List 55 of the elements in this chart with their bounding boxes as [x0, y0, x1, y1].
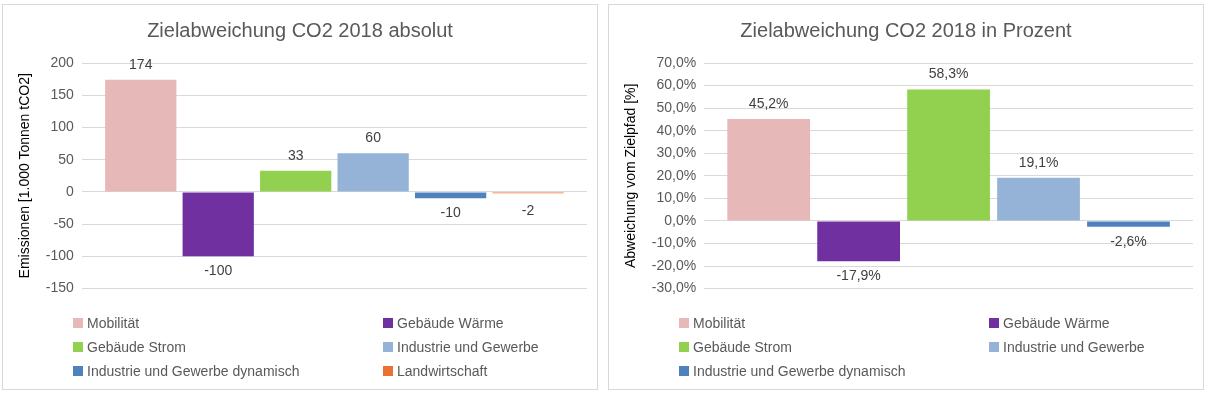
y-tick-label: 150 — [50, 86, 75, 103]
bar — [105, 79, 177, 192]
legend-label: Industrie und Gewerbe — [397, 339, 539, 355]
legend-label: Industrie und Gewerbe — [1003, 339, 1145, 355]
bar — [727, 118, 811, 221]
legend-label: Gebäude Strom — [693, 339, 792, 355]
y-tick-label: 10,0% — [656, 189, 697, 206]
y-tick-label: 60,0% — [656, 76, 697, 93]
data-label: 58,3% — [928, 65, 969, 82]
y-tick-label: 100 — [50, 118, 75, 135]
y-tick-label: -50 — [53, 215, 75, 231]
y-tick-label: 40,0% — [656, 121, 697, 138]
y-tick-label: -20,0% — [651, 256, 697, 273]
y-tick-label: 0,0% — [664, 211, 697, 228]
y-tick-label: -100 — [45, 247, 75, 264]
data-label: 33 — [287, 146, 304, 163]
data-label: 45,2% — [748, 94, 789, 111]
chart-title: Zielabweichung CO2 2018 absolut — [147, 18, 454, 41]
bar — [997, 177, 1080, 221]
y-tick-label: -30,0% — [651, 279, 697, 296]
y-tick-label: 200 — [50, 53, 75, 70]
y-tick-label: -150 — [45, 279, 75, 296]
data-label: 174 — [129, 55, 153, 72]
legend-label: Industrie und Gewerbe dynamisch — [693, 363, 906, 379]
y-tick-label: -10,0% — [651, 234, 697, 251]
data-label: -2 — [521, 201, 535, 218]
data-label: 19,1% — [1018, 153, 1059, 170]
bar — [414, 192, 487, 199]
data-label: 60 — [365, 129, 382, 146]
y-axis-title: Emissionen [1.000 Tonnen tCO2] — [16, 73, 33, 279]
y-tick-label: 0 — [66, 182, 75, 199]
data-label: -2,6% — [1110, 232, 1147, 249]
bar — [907, 89, 990, 221]
y-tick-label: 50,0% — [656, 98, 697, 115]
y-tick-label: 50 — [58, 150, 75, 167]
legend-label: Industrie und Gewerbe dynamisch — [87, 363, 300, 379]
data-label: -100 — [204, 262, 233, 279]
legend-label: Landwirtschaft — [397, 363, 488, 379]
bar — [260, 170, 332, 192]
legend-label: Gebäude Wärme — [1003, 315, 1110, 331]
y-tick-label: 30,0% — [656, 144, 697, 161]
legend-label: Gebäude Wärme — [397, 315, 504, 331]
y-tick-label: 70,0% — [656, 53, 697, 70]
bar — [182, 192, 254, 257]
bar — [817, 221, 901, 262]
y-tick-label: 20,0% — [656, 166, 697, 183]
bar — [1087, 221, 1170, 227]
chart-title: Zielabweichung CO2 2018 in Prozent — [740, 18, 1073, 41]
legend-label: Gebäude Strom — [87, 339, 186, 355]
legend-label: Mobilität — [87, 315, 140, 331]
data-label: -17,9% — [836, 267, 881, 284]
legend-label: Mobilität — [693, 315, 746, 331]
data-label: -10 — [440, 204, 461, 221]
y-axis-title: Abweichung vom Zielpfad [%] — [622, 83, 639, 269]
bar — [337, 153, 409, 192]
